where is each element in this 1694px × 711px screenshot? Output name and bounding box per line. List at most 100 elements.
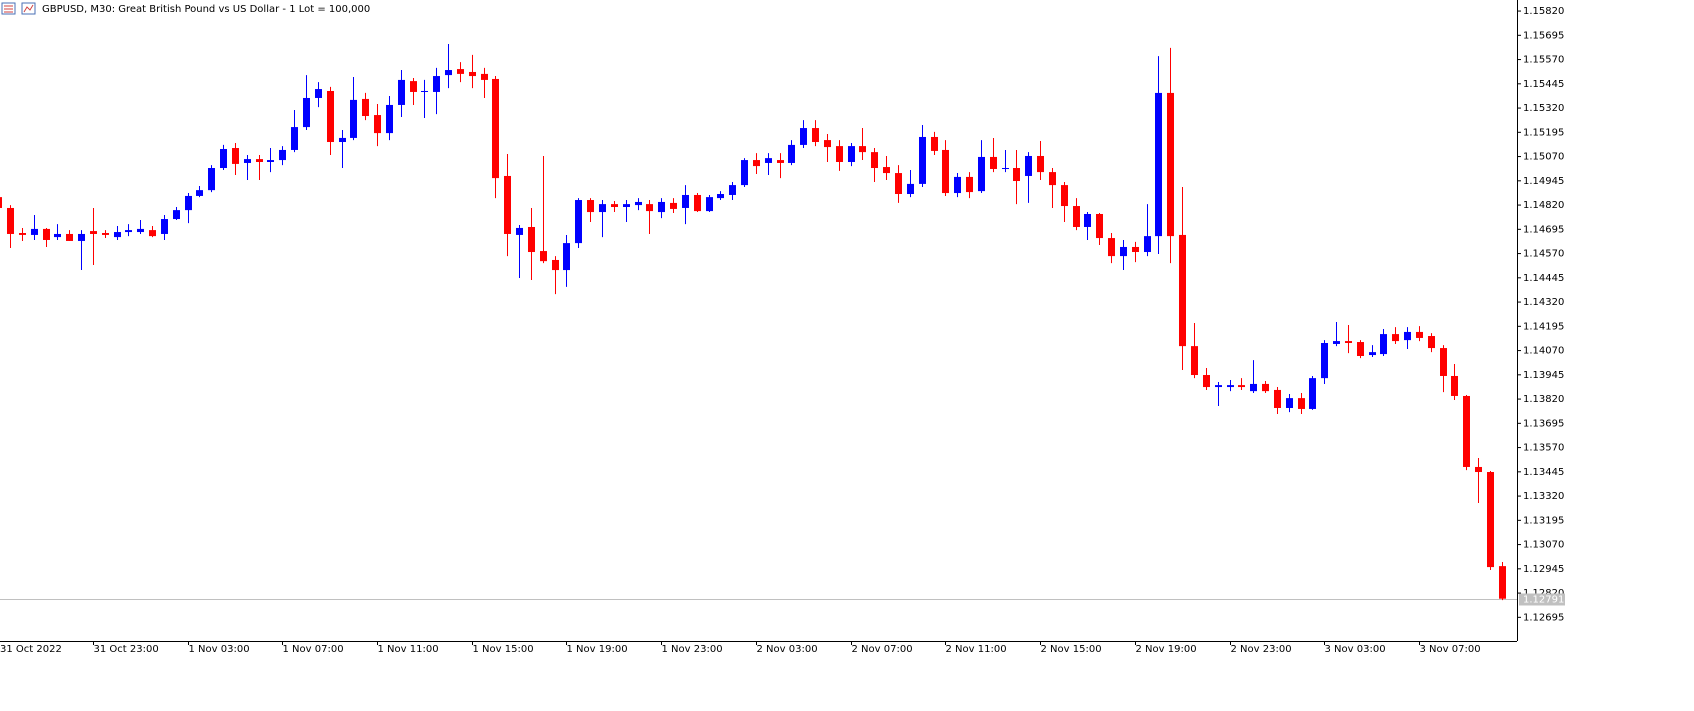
candle-body bbox=[990, 156, 997, 169]
candle-body bbox=[978, 156, 985, 192]
y-tick-label: 1.14445 bbox=[1523, 273, 1564, 284]
candle-body bbox=[694, 194, 701, 212]
candle-body bbox=[1084, 213, 1091, 227]
y-tick-label: 1.12695 bbox=[1523, 612, 1564, 623]
candle-body bbox=[1250, 383, 1257, 392]
candle-body bbox=[765, 158, 772, 163]
candle-body bbox=[66, 233, 73, 241]
symbol-icons bbox=[1, 2, 36, 15]
candle-body bbox=[386, 104, 393, 134]
candle-body bbox=[1274, 389, 1281, 408]
candle-body bbox=[1144, 236, 1151, 253]
candle-body bbox=[232, 148, 239, 164]
candle-body bbox=[788, 144, 795, 163]
x-tick-label: 3 Nov 07:00 bbox=[1420, 644, 1481, 655]
candle-body bbox=[256, 159, 263, 162]
candle-body bbox=[54, 233, 61, 238]
candle-body bbox=[125, 230, 132, 233]
y-tick-label: 1.14570 bbox=[1523, 249, 1564, 260]
x-tick-label: 3 Nov 03:00 bbox=[1325, 644, 1386, 655]
candle-body bbox=[575, 200, 582, 244]
candle-body bbox=[1463, 395, 1470, 467]
y-tick-label: 1.12945 bbox=[1523, 564, 1564, 575]
x-tick-label: 1 Nov 07:00 bbox=[283, 644, 344, 655]
candle-body bbox=[563, 243, 570, 271]
candle-body bbox=[1345, 341, 1352, 344]
candle-body bbox=[1416, 331, 1423, 338]
x-tick-label: 31 Oct 23:00 bbox=[94, 644, 159, 655]
candle-body bbox=[1286, 398, 1293, 408]
candle-body bbox=[1392, 334, 1399, 342]
y-tick-label: 1.13070 bbox=[1523, 540, 1564, 551]
x-tick-label: 31 Oct 2022 bbox=[0, 644, 62, 655]
candle-body bbox=[670, 202, 677, 209]
candle-body bbox=[481, 73, 488, 80]
candle-body bbox=[339, 137, 346, 143]
y-tick-label: 1.15195 bbox=[1523, 127, 1564, 138]
candle-body bbox=[398, 79, 405, 105]
candle-body bbox=[931, 136, 938, 151]
candle-body bbox=[895, 173, 902, 195]
candle-body bbox=[410, 81, 417, 92]
candle-body bbox=[173, 210, 180, 220]
candle-body bbox=[433, 76, 440, 92]
x-tick-label: 1 Nov 03:00 bbox=[189, 644, 250, 655]
candle-body bbox=[942, 149, 949, 194]
candle-body bbox=[599, 204, 606, 213]
candle-body bbox=[1475, 466, 1482, 473]
x-tick-label: 1 Nov 19:00 bbox=[567, 644, 628, 655]
candle-body bbox=[1120, 246, 1127, 257]
candle-body bbox=[1333, 341, 1340, 344]
candle-body bbox=[883, 167, 890, 174]
candle-body bbox=[161, 219, 168, 234]
candle-body bbox=[800, 128, 807, 145]
candle-body bbox=[658, 201, 665, 213]
candle-body bbox=[777, 160, 784, 163]
candle-body bbox=[1440, 348, 1447, 376]
candle-body bbox=[646, 204, 653, 212]
candle-body bbox=[1321, 343, 1328, 379]
y-tick-label: 1.14820 bbox=[1523, 200, 1564, 211]
candle-body bbox=[185, 195, 192, 211]
plot-area bbox=[0, 44, 1517, 601]
candle-body bbox=[492, 78, 499, 179]
candle-body bbox=[445, 70, 452, 76]
candle-body bbox=[1108, 238, 1115, 257]
candle-body bbox=[729, 185, 736, 195]
candle-body bbox=[966, 176, 973, 193]
candle-body bbox=[954, 176, 961, 194]
candle-body bbox=[1369, 352, 1376, 356]
candle-body bbox=[1073, 206, 1080, 227]
candle-body bbox=[907, 183, 914, 195]
chart-title: GBPUSD, M30: Great British Pound vs US D… bbox=[42, 4, 370, 15]
candle-body bbox=[1191, 346, 1198, 376]
y-tick-label: 1.15820 bbox=[1523, 6, 1564, 17]
y-tick-label: 1.14320 bbox=[1523, 297, 1564, 308]
y-tick-label: 1.13445 bbox=[1523, 467, 1564, 478]
candle-body bbox=[587, 200, 594, 213]
candle-body bbox=[552, 259, 559, 271]
y-tick-label: 1.15320 bbox=[1523, 103, 1564, 114]
candle-body bbox=[682, 194, 689, 208]
current-price-box bbox=[1519, 593, 1565, 606]
candle-body bbox=[611, 204, 618, 208]
y-tick-label: 1.15695 bbox=[1523, 30, 1564, 41]
candle-body bbox=[919, 136, 926, 184]
candle-body bbox=[623, 204, 630, 208]
candle-body bbox=[1203, 375, 1210, 388]
x-tick-label: 1 Nov 15:00 bbox=[473, 644, 534, 655]
candle-body bbox=[279, 149, 286, 161]
current-price-label: 1.12791 bbox=[1523, 595, 1564, 606]
y-tick-label: 1.14695 bbox=[1523, 224, 1564, 235]
y-tick-label: 1.15070 bbox=[1523, 152, 1564, 163]
y-tick-label: 1.13320 bbox=[1523, 491, 1564, 502]
candle-body bbox=[90, 231, 97, 234]
candle-body bbox=[706, 197, 713, 212]
x-tick-label: 1 Nov 23:00 bbox=[662, 644, 723, 655]
candle-body bbox=[19, 233, 26, 235]
candle-body bbox=[1049, 172, 1056, 186]
candle-body bbox=[1309, 378, 1316, 409]
candle-body bbox=[0, 197, 2, 208]
candle-body bbox=[303, 97, 310, 128]
candle-body bbox=[836, 146, 843, 162]
